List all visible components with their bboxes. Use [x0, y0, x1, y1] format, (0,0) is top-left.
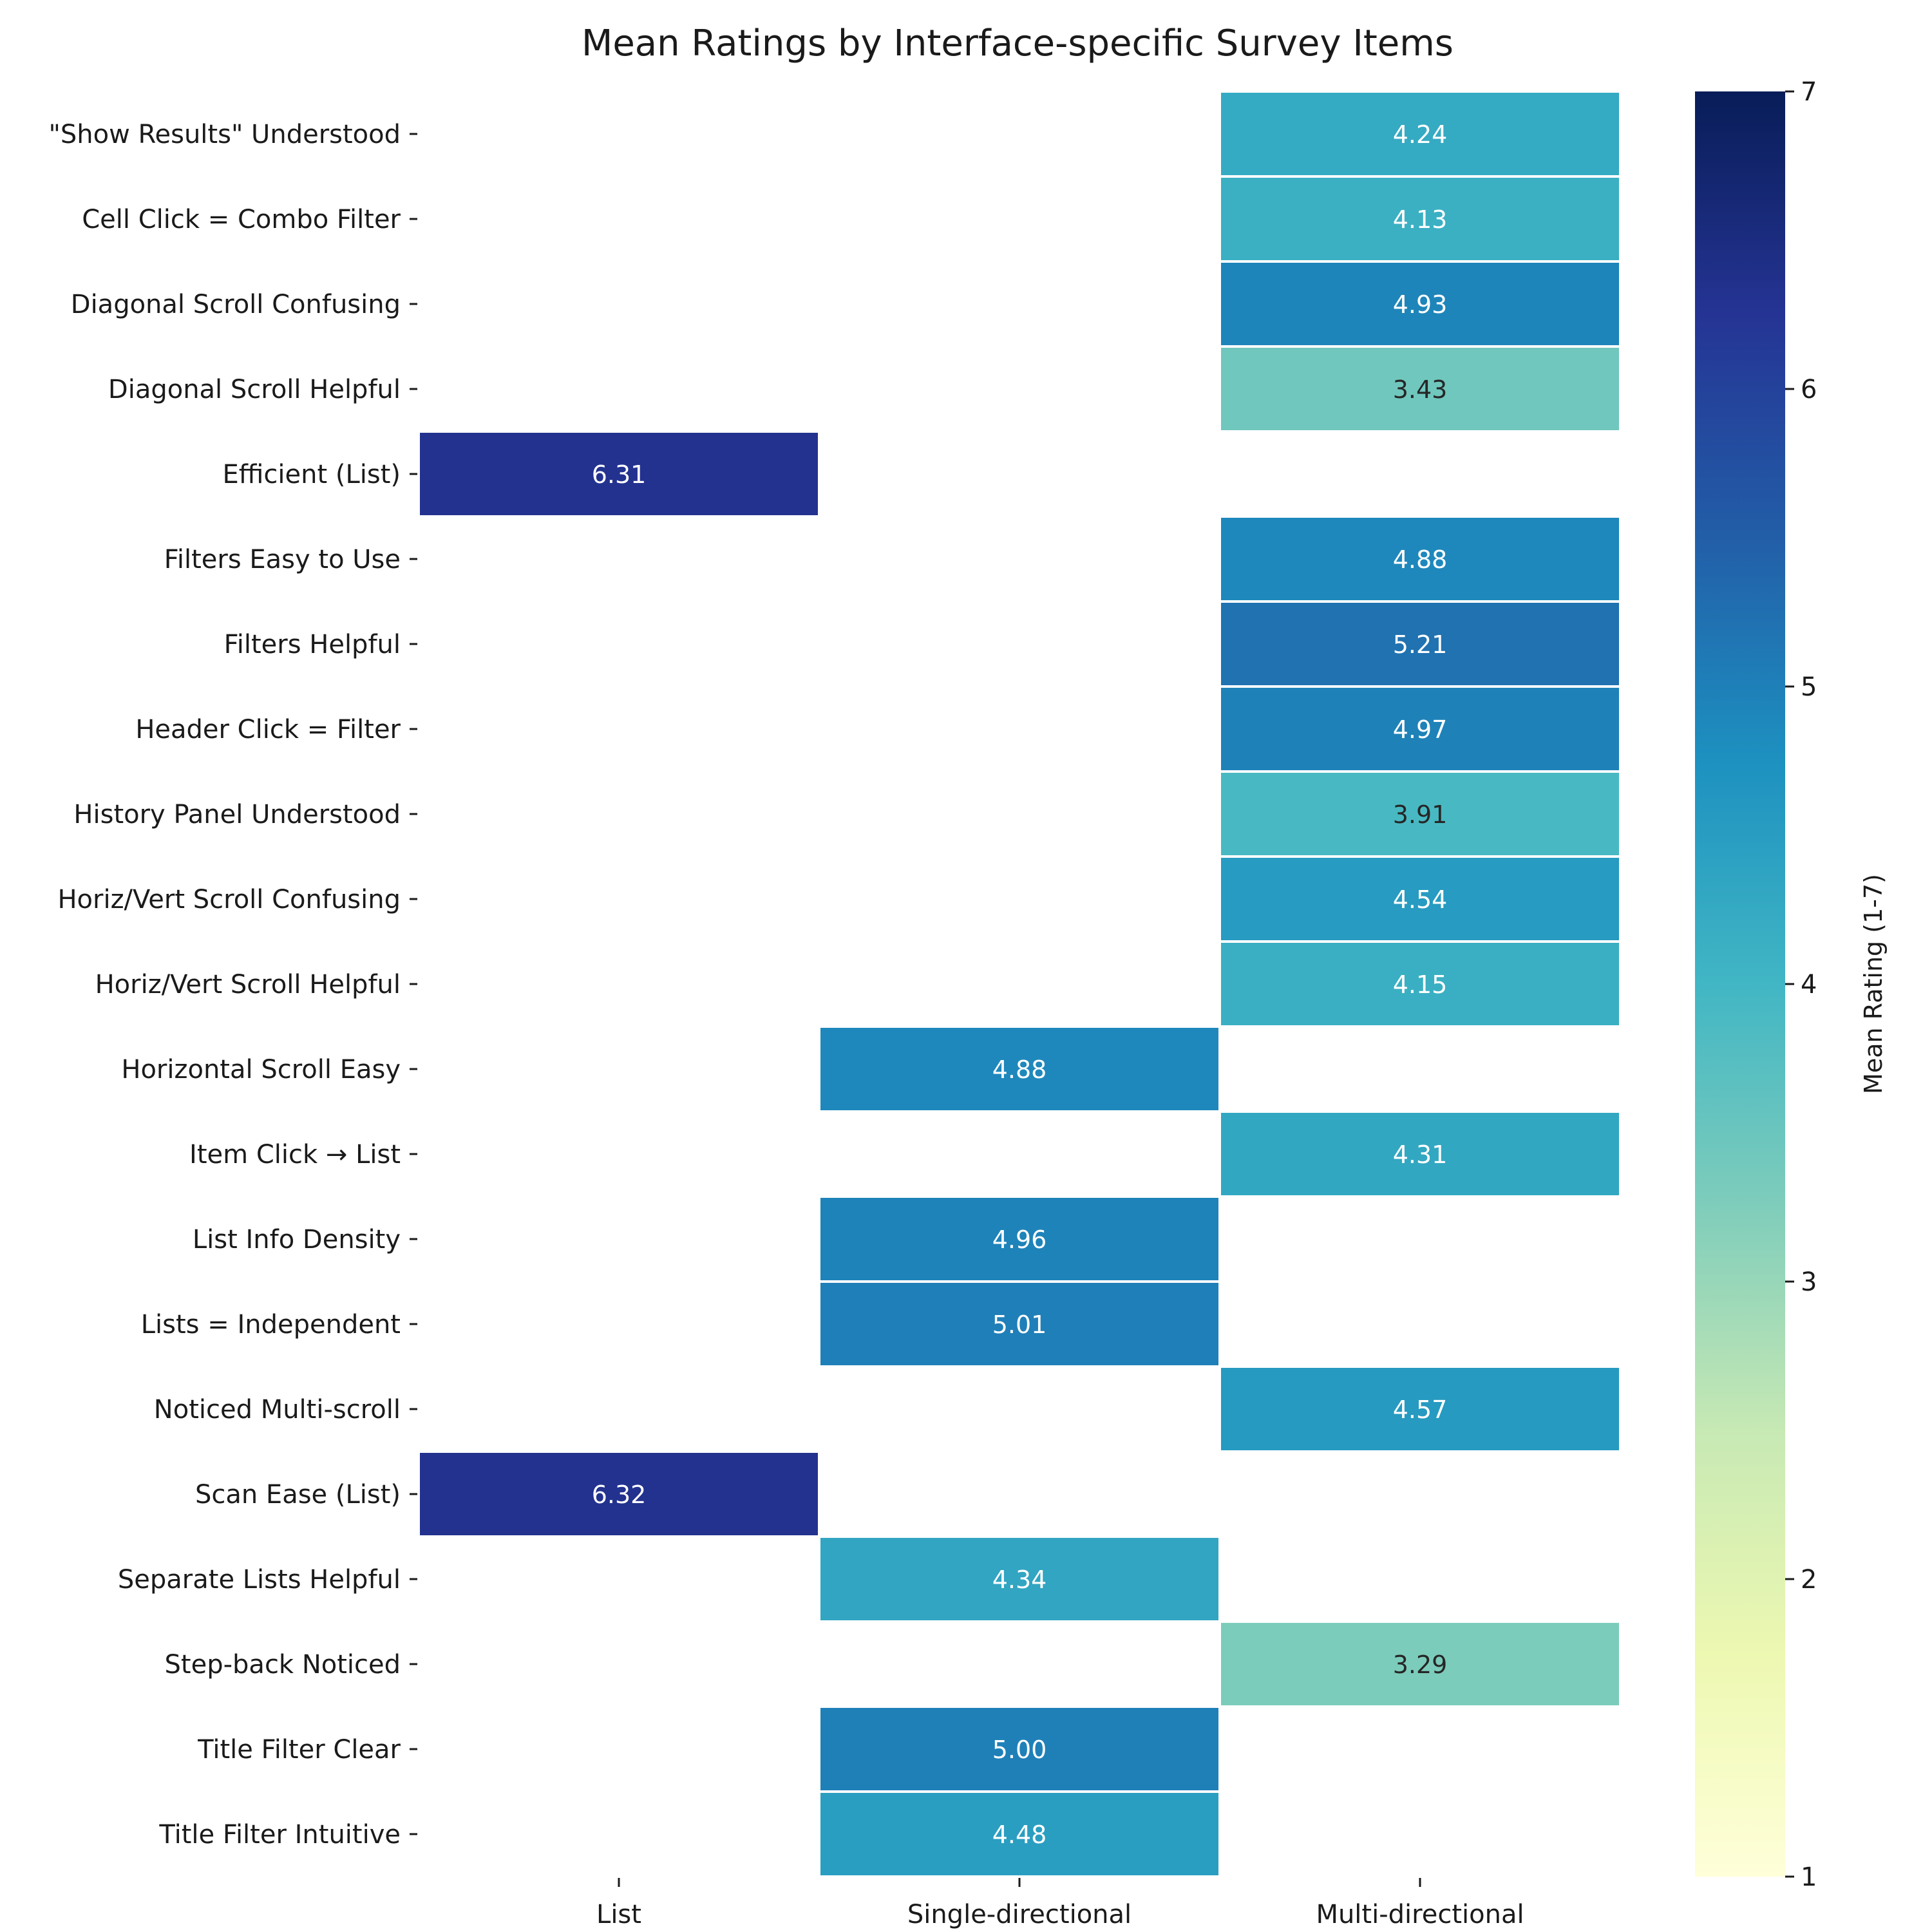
cell-value-label: 4.31: [1393, 1141, 1448, 1169]
cell-value-label: 5.00: [992, 1736, 1047, 1764]
row-labels: "Show Results" Understood Cell Click = Co…: [48, 120, 417, 1850]
cell-value-label: 4.48: [992, 1821, 1047, 1849]
cell-value-label: 5.01: [992, 1311, 1047, 1339]
row-label: Lists = Independent: [141, 1310, 401, 1340]
heatmap-cell-filters-easy-to-use-multi-directional: [1218, 515, 1622, 603]
colorbar-tick-label: 6: [1801, 375, 1817, 404]
cell-value-label: 3.43: [1393, 375, 1448, 404]
column-labels: List Single-directional Multi-directional: [596, 1878, 1524, 1929]
row-label: Scan Ease (List): [195, 1480, 401, 1510]
heatmap-cell-item-click-list-multi-directional: [1218, 1110, 1622, 1198]
heatmap-cell-lists-independent-single-directional: [818, 1280, 1221, 1368]
heatmap-cell-title-filter-intuitive-single-directional: [818, 1790, 1221, 1878]
row-label: Horiz/Vert Scroll Confusing: [57, 885, 401, 914]
colorbar-tick-label: 7: [1801, 77, 1817, 107]
cell-value-label: 4.88: [992, 1056, 1047, 1084]
row-label: History Panel Understood: [73, 800, 401, 829]
cell-value-label: 4.97: [1393, 715, 1448, 744]
row-label: Filters Easy to Use: [164, 545, 401, 574]
row-label: Noticed Multi-scroll: [154, 1395, 401, 1425]
cell-value-label: 4.96: [992, 1226, 1047, 1254]
cell-value-label: 6.31: [592, 460, 647, 489]
column-label: Single-directional: [907, 1900, 1132, 1929]
heatmap-cell-show-results-understood-multi-directional: [1218, 90, 1622, 178]
colorbar-tick-label: 5: [1801, 672, 1817, 702]
colorbar-label: Mean Rating (1-7): [1859, 874, 1888, 1094]
cell-value-label: 4.15: [1393, 971, 1448, 999]
heatmap-cell-horizontal-scroll-easy-single-directional: [818, 1025, 1221, 1113]
heatmap-cell-noticed-multi-scroll-multi-directional: [1218, 1365, 1622, 1453]
heatmap-cell-horiz-vert-scroll-confusing-multi-directional: [1218, 855, 1622, 943]
row-label: Diagonal Scroll Confusing: [71, 290, 401, 319]
colorbar-tick-label: 4: [1801, 970, 1817, 999]
heatmap-cell-diagonal-scroll-helpful-multi-directional: [1218, 345, 1622, 433]
heatmap-cell-cell-click-combo-filter-multi-directional: [1218, 175, 1622, 263]
heatmap-cell-horiz-vert-scroll-helpful-multi-directional: [1218, 940, 1622, 1028]
colorbar: 1 2 3 4 5 6 7 Mean Rating (1-7): [1695, 77, 1888, 1892]
column-label: Multi-directional: [1316, 1900, 1524, 1929]
row-label: Efficient (List): [222, 460, 401, 489]
row-label: Item Click → List: [189, 1140, 401, 1170]
row-label: "Show Results" Understood: [48, 120, 401, 149]
row-label: Header Click = Filter: [135, 715, 401, 744]
chart-title: Mean Ratings by Interface-specific Surve…: [582, 23, 1454, 64]
cell-value-label: 4.24: [1393, 120, 1448, 149]
heatmap-cell-list-info-density-single-directional: [818, 1195, 1221, 1283]
cell-value-label: 4.88: [1393, 545, 1448, 574]
heatmap-cell-efficient-list-list: [417, 430, 820, 518]
row-label: List Info Density: [193, 1225, 401, 1255]
cell-value-label: 3.29: [1393, 1651, 1448, 1679]
cell-value-label: 4.93: [1393, 290, 1448, 319]
heatmap-cell-separate-lists-helpful-single-directional: [818, 1535, 1221, 1623]
row-label: Horiz/Vert Scroll Helpful: [95, 970, 401, 999]
column-label: List: [596, 1900, 641, 1929]
row-label: Title Filter Clear: [197, 1735, 401, 1765]
colorbar-tick-label: 2: [1801, 1565, 1817, 1595]
row-label: Step-back Noticed: [165, 1650, 401, 1680]
heatmap-cells: 4.24 4.13 4.93 3.43 6.31 4.88 5.21 4.97 3.91 4.54…: [417, 90, 1622, 1878]
row-label: Horizontal Scroll Easy: [121, 1055, 401, 1084]
cell-value-label: 6.32: [592, 1481, 647, 1509]
row-label: Diagonal Scroll Helpful: [108, 375, 401, 404]
cell-value-label: 4.57: [1393, 1396, 1448, 1424]
heatmap-cell-title-filter-clear-single-directional: [818, 1705, 1221, 1793]
cell-value-label: 4.54: [1393, 886, 1448, 914]
row-label: Filters Helpful: [224, 630, 401, 659]
cell-value-label: 3.91: [1393, 800, 1448, 829]
row-label: Cell Click = Combo Filter: [82, 205, 401, 234]
heatmap-cell-step-back-noticed-multi-directional: [1218, 1620, 1622, 1708]
row-label: Title Filter Intuitive: [158, 1820, 401, 1850]
colorbar-tick-label: 3: [1801, 1267, 1817, 1297]
row-label: Separate Lists Helpful: [118, 1565, 401, 1595]
heatmap-cell-diagonal-scroll-confusing-multi-directional: [1218, 260, 1622, 348]
cell-value-label: 4.13: [1393, 205, 1448, 234]
heatmap-cell-scan-ease-list-list: [417, 1450, 820, 1538]
colorbar-tick-label: 1: [1801, 1862, 1817, 1892]
colorbar-gradient: [1695, 91, 1785, 1877]
cell-value-label: 5.21: [1393, 630, 1448, 659]
heatmap-cell-header-click-filter-multi-directional: [1218, 685, 1622, 773]
cell-value-label: 4.34: [992, 1566, 1047, 1594]
